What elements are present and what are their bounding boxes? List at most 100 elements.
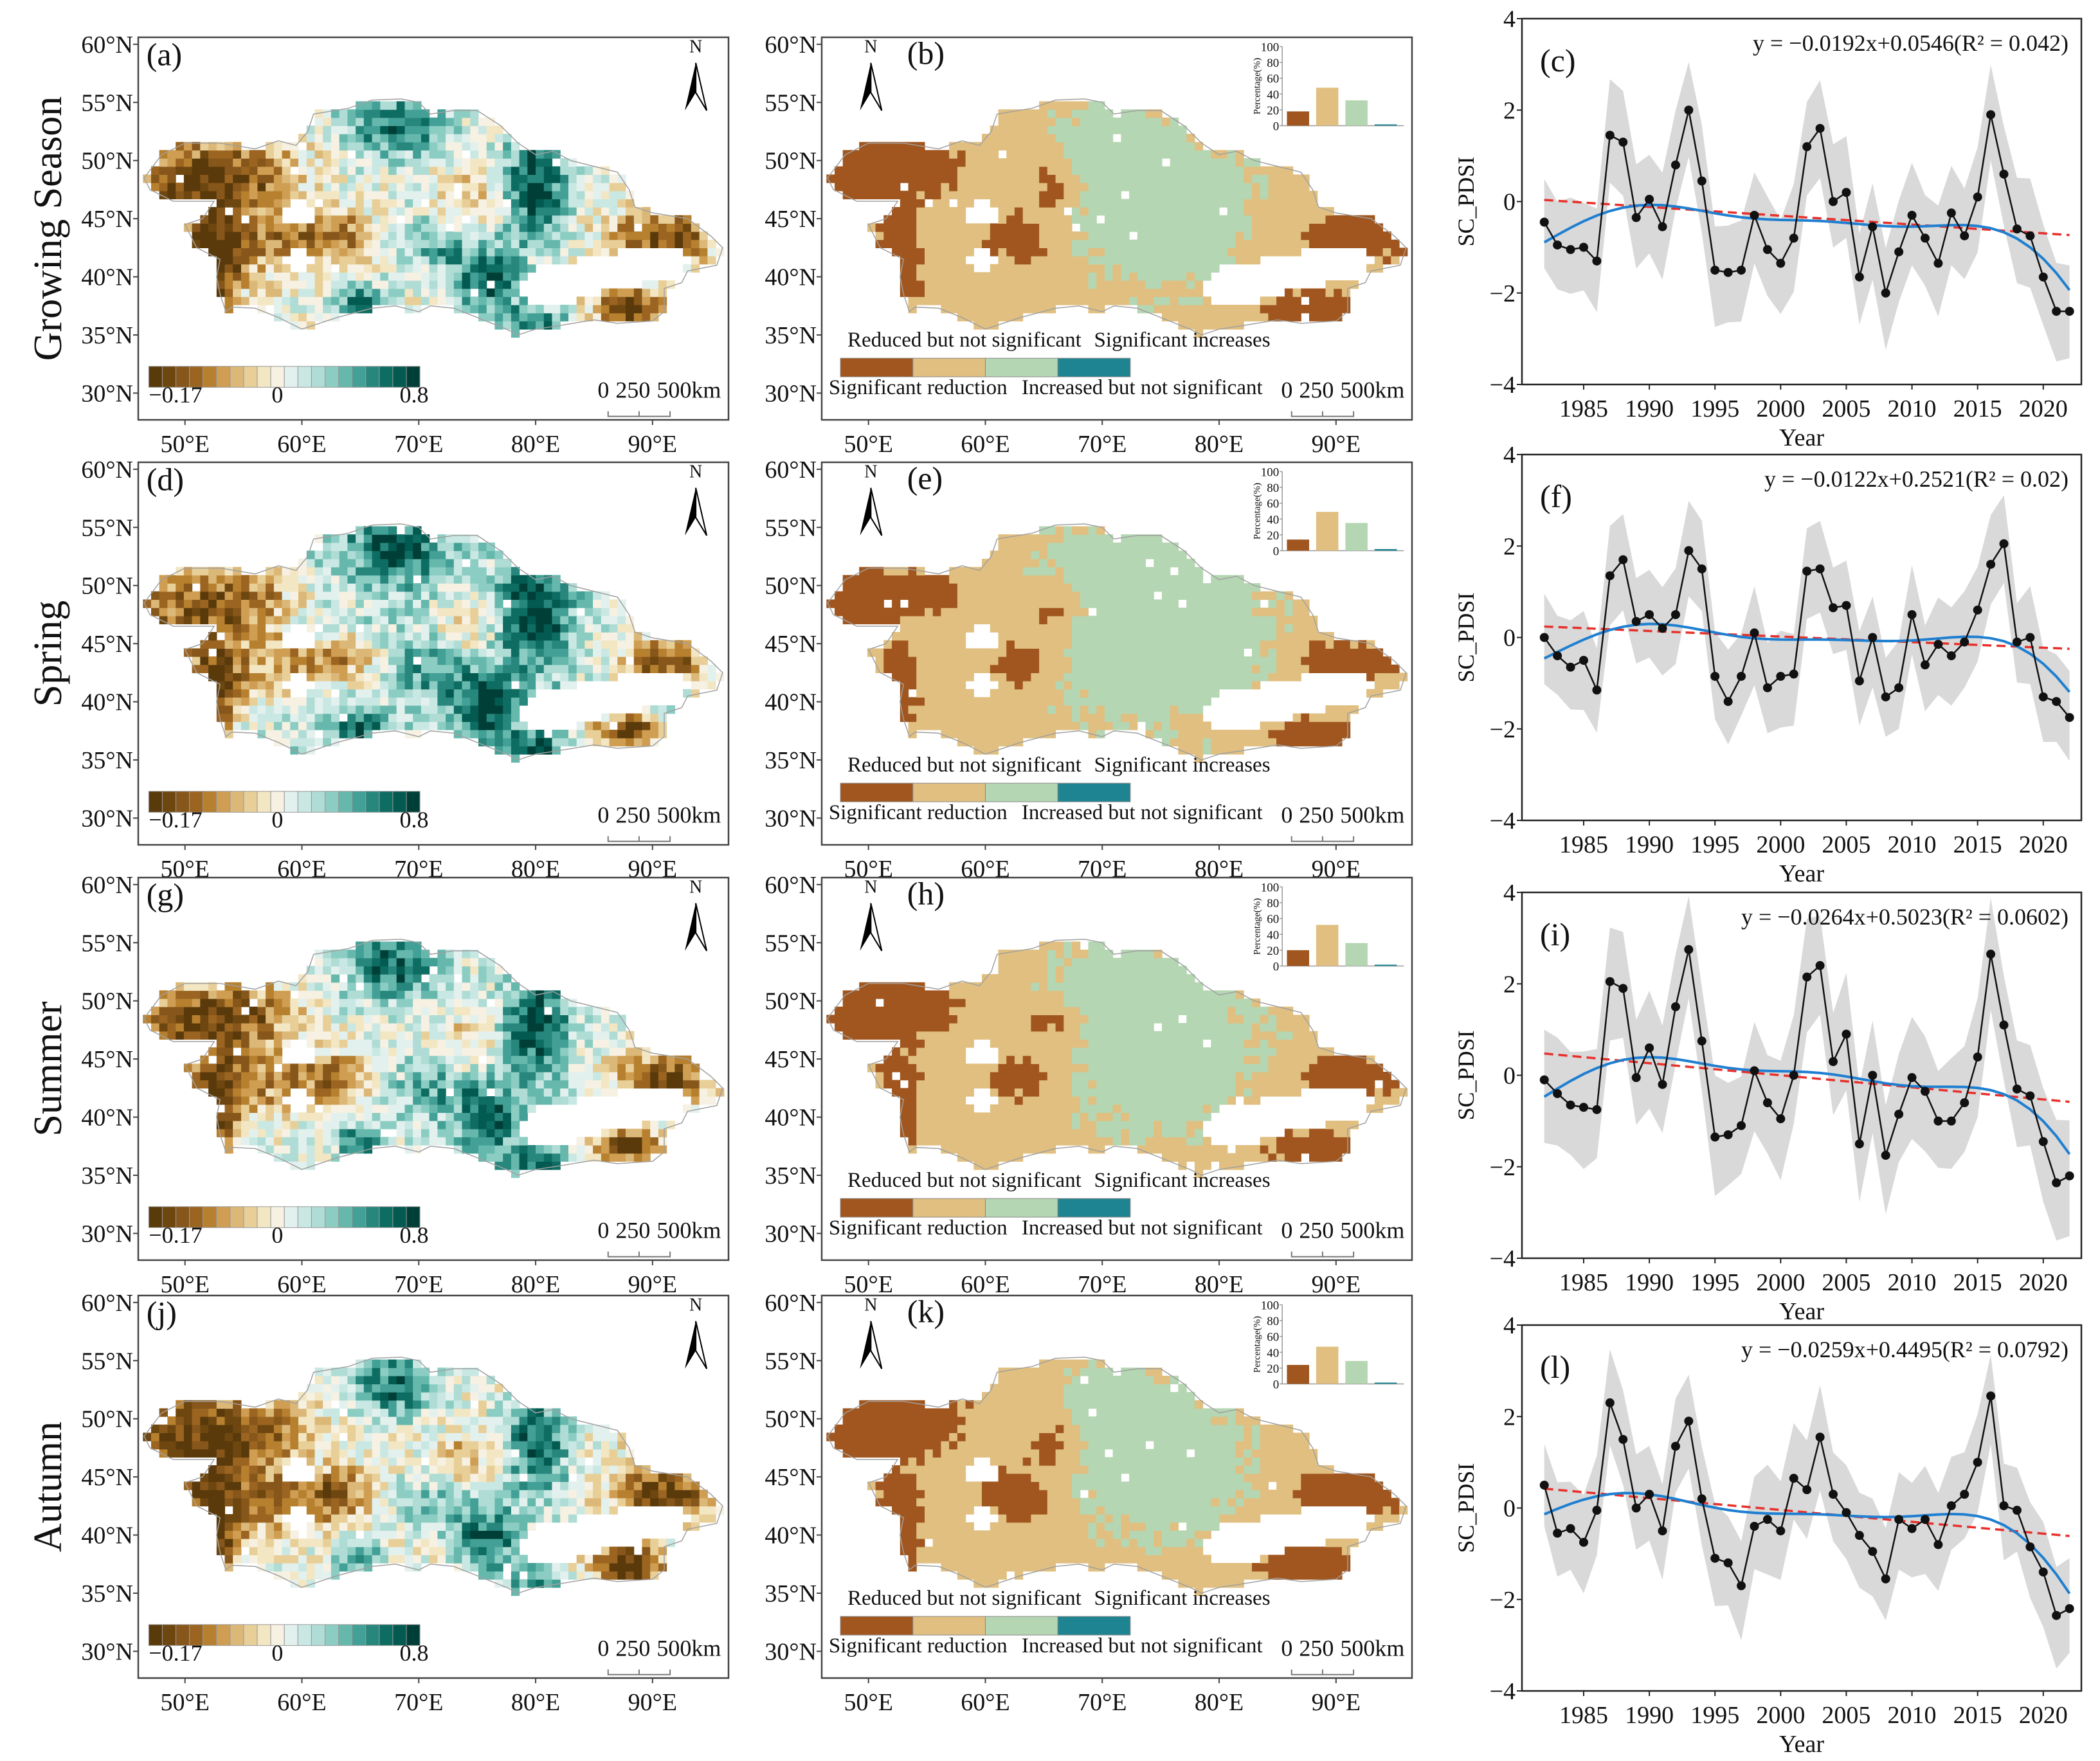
map-cell <box>1194 215 1204 224</box>
map-cell <box>1121 713 1130 722</box>
map-cell <box>257 713 266 722</box>
map-cell <box>568 591 577 600</box>
map-cell <box>691 664 700 673</box>
map-cell <box>1055 272 1064 281</box>
map-cell <box>1211 664 1220 673</box>
map-cell <box>1202 296 1211 305</box>
map-cell <box>372 624 381 633</box>
map-cell <box>1039 296 1048 305</box>
map-cell <box>380 158 389 167</box>
map-cell <box>486 599 495 608</box>
map-cell <box>1211 321 1220 330</box>
map-cell <box>323 542 332 552</box>
map-cell <box>1162 713 1171 722</box>
map-cell <box>429 575 438 584</box>
map-cell <box>266 632 275 641</box>
map-cell <box>183 166 193 175</box>
map-cell <box>1137 591 1146 600</box>
map-cell <box>176 615 185 624</box>
map-cell <box>1145 542 1154 552</box>
map-cell <box>1064 117 1073 127</box>
map-cell <box>1276 207 1285 216</box>
map-cell <box>290 697 299 706</box>
map-cell <box>1064 713 1073 722</box>
map-cell <box>1154 305 1163 314</box>
map-cell <box>1104 264 1114 273</box>
map-cell <box>1104 673 1114 682</box>
map-cell <box>1227 681 1236 690</box>
map-cell <box>536 640 545 649</box>
map-cell <box>388 713 397 722</box>
map-cell <box>249 640 258 649</box>
map-cell <box>273 730 283 739</box>
map-cell <box>1047 550 1056 559</box>
map-cell <box>957 713 966 722</box>
map-cell <box>626 231 635 240</box>
map-cell <box>1178 721 1187 730</box>
map-cell <box>1112 215 1121 224</box>
map-cell <box>941 697 950 706</box>
map-cell <box>511 264 520 273</box>
map-cell <box>965 174 974 183</box>
map-cell <box>867 141 876 151</box>
map-cell <box>1244 681 1253 690</box>
map-cell <box>273 183 283 192</box>
map-cell <box>1292 207 1301 216</box>
map-cell <box>957 174 966 183</box>
map-cell <box>1202 721 1211 730</box>
map-cell <box>1268 248 1277 257</box>
map-cell <box>1268 599 1277 608</box>
map-cell <box>998 190 1007 199</box>
map-cell <box>1252 248 1261 257</box>
map-cell <box>1145 134 1154 143</box>
map-cell <box>257 615 266 624</box>
map-cell <box>330 542 340 552</box>
map-cell <box>1096 705 1105 714</box>
map-cell <box>1244 632 1253 641</box>
map-cell <box>1080 673 1089 682</box>
map-cell <box>1121 231 1130 240</box>
map-cell <box>1211 746 1220 755</box>
map-cell <box>462 632 471 641</box>
map-cell <box>1301 239 1310 248</box>
map-cell <box>1350 656 1359 665</box>
map-cell <box>208 166 217 175</box>
map-cell <box>1088 272 1097 281</box>
map-cell <box>1072 109 1081 118</box>
map-cell <box>932 575 941 584</box>
map-cell <box>965 583 974 592</box>
map-cell <box>1350 231 1359 240</box>
map-cell <box>282 288 291 297</box>
map-cell <box>1006 615 1015 624</box>
map-cell <box>560 737 569 746</box>
map-cell <box>233 681 242 690</box>
map-cell <box>486 264 495 273</box>
map-cell <box>1162 615 1171 624</box>
map-cell <box>486 542 495 552</box>
map-cell <box>388 101 397 110</box>
map-cell <box>593 608 602 617</box>
map-cell <box>1064 166 1073 175</box>
map-cell <box>1064 632 1073 641</box>
map-cell <box>1121 697 1130 706</box>
map-cell <box>601 199 610 208</box>
map-cell <box>965 305 974 314</box>
legend-swatch <box>840 357 914 377</box>
map-cell <box>323 559 332 568</box>
map-cell <box>1178 681 1187 690</box>
smoothed-line <box>1543 203 2071 291</box>
map-cell <box>494 272 503 281</box>
map-cell <box>330 673 340 682</box>
map-cell <box>642 305 651 314</box>
map-cell <box>503 608 512 617</box>
map-cell <box>1227 632 1236 641</box>
map-cell <box>609 608 618 617</box>
map-cell <box>973 575 982 584</box>
map-cell <box>356 231 365 240</box>
map-cell <box>1284 305 1294 314</box>
map-cell <box>527 207 536 216</box>
map-cell <box>413 599 422 608</box>
map-cell <box>998 109 1007 118</box>
map-cell <box>446 272 455 281</box>
map-cell <box>330 272 340 281</box>
